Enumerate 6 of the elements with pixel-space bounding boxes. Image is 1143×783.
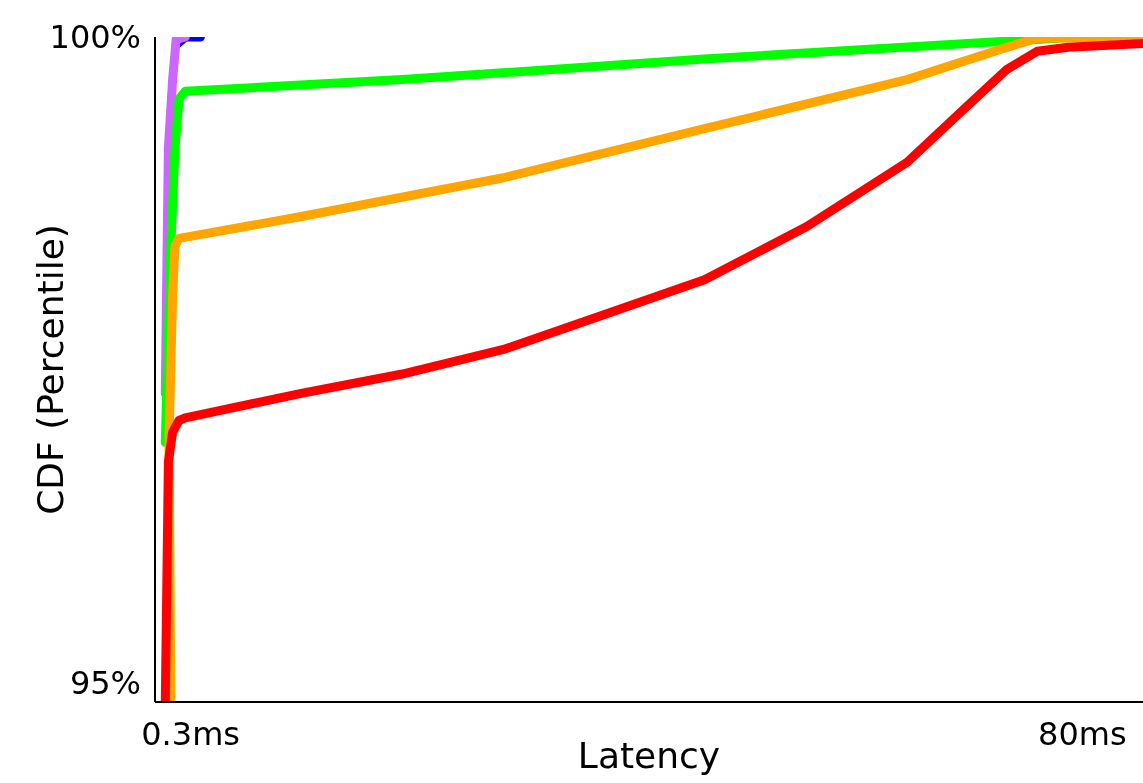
x-tick-label: 0.3ms xyxy=(141,714,240,753)
y-tick-label: 95% xyxy=(69,663,141,702)
y-axis-title: CDF (Percentile) xyxy=(29,224,71,515)
y-tick-label: 100% xyxy=(49,18,141,57)
x-tick-label: 80ms xyxy=(1038,714,1127,753)
x-axis-title: Latency xyxy=(577,735,721,776)
